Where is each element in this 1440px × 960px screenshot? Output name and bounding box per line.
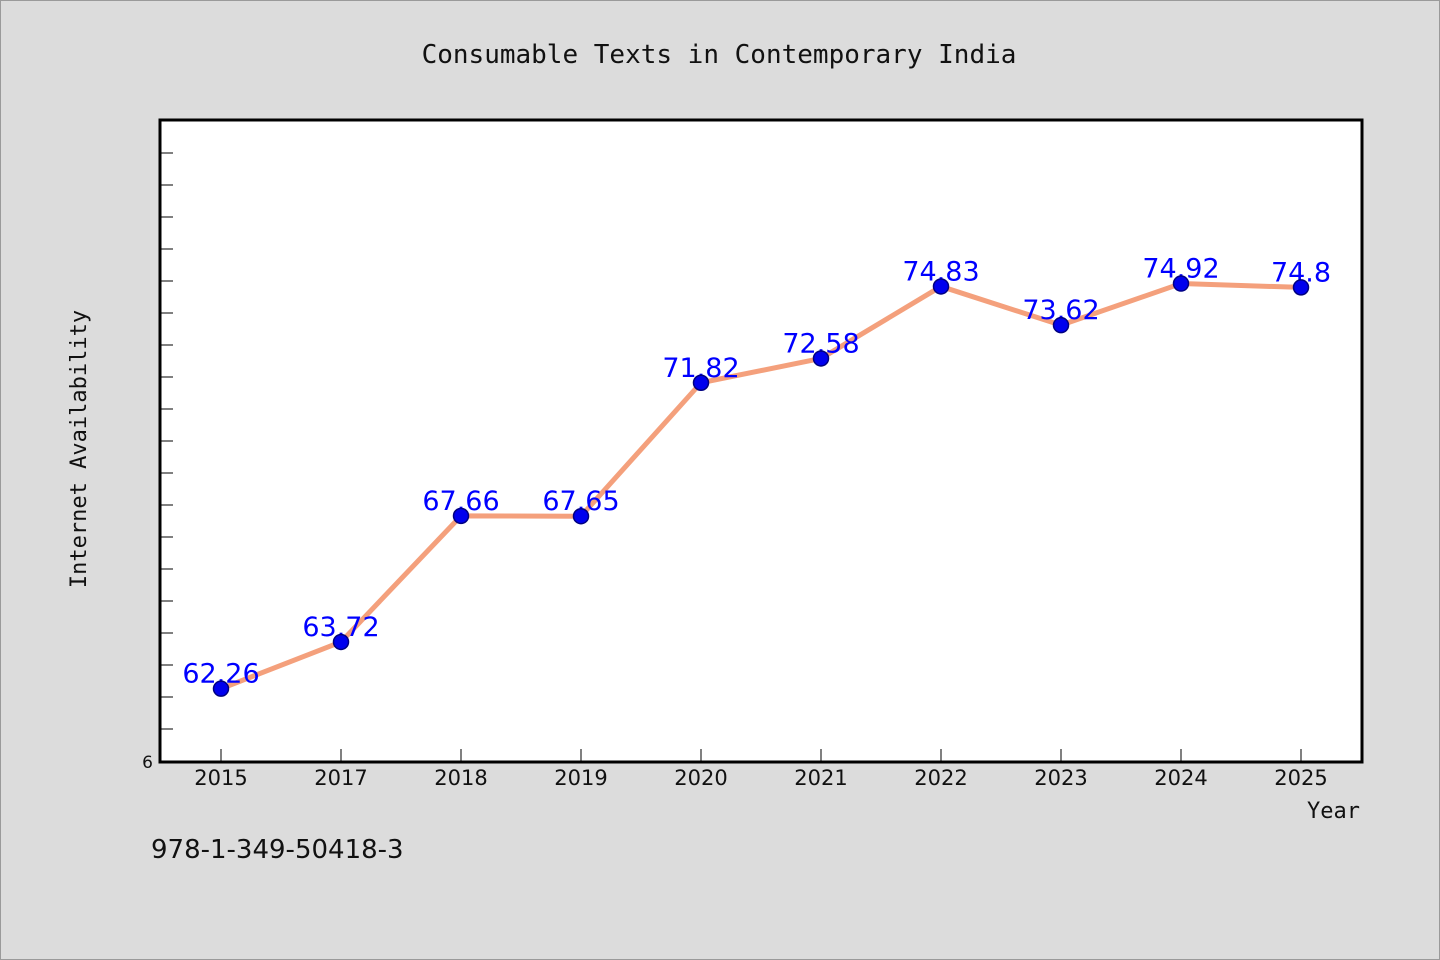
x-tick-label: 2017 (314, 766, 367, 790)
series-line-group (218, 281, 1304, 692)
y-tick-label: 6 (142, 753, 153, 773)
y-axis-ticks (161, 152, 173, 730)
series-line (218, 281, 1304, 692)
x-tick-label: 2021 (794, 766, 847, 790)
x-axis-label: Year (1307, 799, 1360, 824)
y-axis-label: Internet Availability (67, 310, 92, 588)
data-point-marker (692, 374, 710, 392)
chart-title: Consumable Texts in Contemporary India (422, 40, 1017, 70)
data-point-marker (1052, 316, 1070, 334)
x-tick-label: 2015 (194, 766, 247, 790)
footer-code: 978-1-349-50418-3 (151, 835, 404, 865)
x-tick-label: 2023 (1034, 766, 1087, 790)
data-point-marker (812, 350, 830, 367)
data-point-marker (1172, 275, 1190, 292)
data-point-marker (452, 507, 470, 525)
x-tick-label: 2018 (434, 766, 487, 790)
plot-area (158, 118, 1364, 764)
x-axis-ticks (220, 749, 1302, 761)
x-tick-label: 2019 (554, 766, 607, 790)
x-tick-label: 2020 (674, 766, 727, 790)
data-point-marker (932, 278, 950, 295)
x-tick-labels: 2015 2017 2018 2019 2020 2021 2022 2023 2024 2025 (194, 766, 1327, 790)
x-tick-label: 2024 (1154, 766, 1207, 790)
data-point-marker (332, 633, 350, 651)
data-markers (212, 275, 1310, 697)
x-tick-label: 2022 (914, 766, 967, 790)
data-point-marker (1292, 279, 1310, 296)
x-tick-label: 2025 (1274, 766, 1327, 790)
data-point-marker (212, 680, 230, 697)
data-point-marker (572, 507, 590, 525)
